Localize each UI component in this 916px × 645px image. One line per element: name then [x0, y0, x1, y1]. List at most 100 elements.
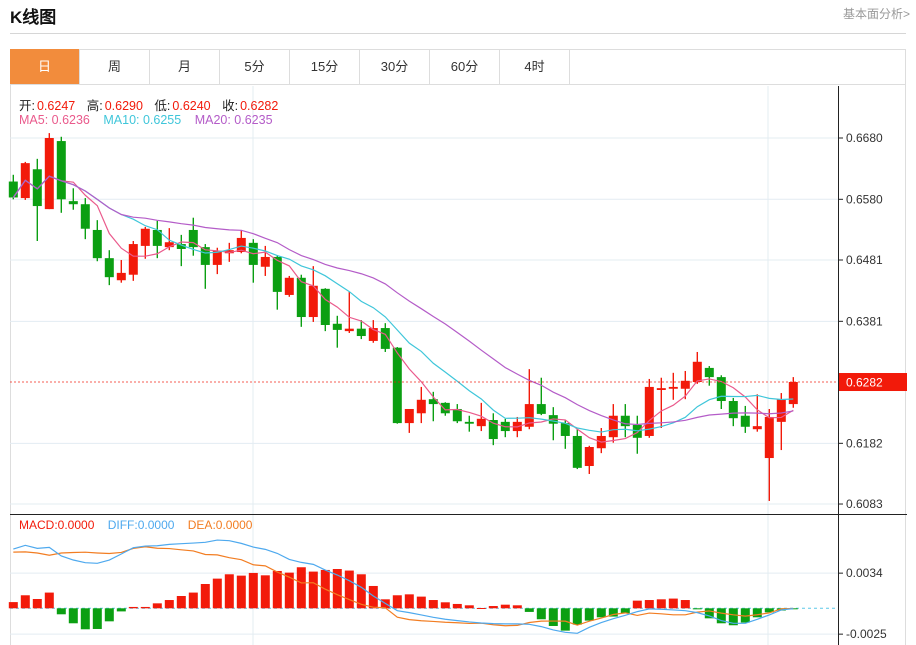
macd-bar [644, 600, 654, 609]
candle [692, 351, 702, 384]
candle [476, 402, 486, 432]
macd-bar [128, 606, 138, 609]
macd-bar [176, 595, 186, 609]
candle-body [116, 272, 126, 281]
candle [608, 404, 618, 443]
macd-bar [80, 608, 90, 630]
macd-bar [296, 567, 306, 609]
candle-body [776, 399, 786, 422]
candle [728, 397, 738, 427]
tab-15min[interactable]: 15分 [290, 49, 360, 84]
macd-bar [656, 599, 666, 609]
diff-value: DIFF:0.0000 [107, 518, 175, 532]
tab-5min[interactable]: 5分 [220, 49, 290, 84]
last-price-badge [839, 373, 907, 392]
candle [500, 418, 510, 438]
macd-bar [632, 600, 642, 609]
high-value: 0.6290 [104, 99, 143, 113]
price-tick-label: 0.6083 [846, 497, 883, 511]
candle [392, 347, 402, 424]
candle-body [332, 323, 342, 330]
macd-bar [524, 608, 534, 612]
macd-bar [584, 608, 594, 621]
candle [140, 226, 150, 259]
candle [44, 133, 54, 210]
macd-bar [464, 605, 474, 609]
candle-body [212, 250, 222, 265]
candle-body [308, 285, 318, 318]
tab-4hour[interactable]: 4时 [500, 49, 570, 84]
tab-day[interactable]: 日 [10, 49, 80, 84]
candle [344, 291, 354, 333]
candle-body [584, 447, 594, 467]
candle [668, 372, 678, 400]
macd-bar [164, 600, 174, 609]
candle-body [356, 328, 366, 337]
price-tick-label: 0.6481 [846, 253, 883, 267]
macd-bar [536, 608, 546, 620]
macd-bar [20, 595, 30, 609]
candle-body [32, 169, 42, 207]
macd-bar [236, 575, 246, 609]
ma-legend: MA5: 0.6236 MA10: 0.6255 MA20: 0.6235 [19, 113, 275, 127]
candle [524, 369, 534, 430]
candle [56, 136, 66, 213]
macd-bar [548, 608, 558, 626]
candle [656, 377, 666, 428]
candle [572, 429, 582, 470]
macd-bar [260, 575, 270, 609]
candle [488, 413, 498, 446]
macd-bar [764, 608, 774, 613]
macd-bar [608, 608, 618, 617]
candle-body [344, 328, 354, 332]
macd-bar [728, 608, 738, 626]
macd-bar [428, 600, 438, 609]
fundamental-analysis-link[interactable]: 基本面分析> [842, 7, 910, 21]
candle-body [644, 386, 654, 436]
candle [620, 404, 630, 438]
macd-tick-label: -0.0025 [846, 627, 887, 641]
candle-body [404, 408, 414, 424]
candle-body [668, 386, 678, 389]
candle-body [320, 288, 330, 325]
candle-body [740, 415, 750, 427]
candle-body [428, 399, 438, 405]
macd-bar [56, 608, 66, 615]
tab-60min[interactable]: 60分 [430, 49, 500, 84]
candle [284, 275, 294, 297]
candle-body [752, 426, 762, 430]
candle-body [728, 401, 738, 419]
candle [128, 241, 138, 281]
tab-week[interactable]: 周 [80, 49, 150, 84]
candle [296, 274, 306, 327]
macd-bar [332, 569, 342, 609]
candle-body [200, 247, 210, 265]
ma20-line [12, 175, 794, 426]
macd-bar [440, 602, 450, 609]
macd-bar [152, 603, 162, 609]
tab-30min[interactable]: 30分 [360, 49, 430, 84]
macd-bar [716, 608, 726, 624]
close-value: 0.6282 [240, 99, 279, 113]
candle [776, 393, 786, 451]
candle-body [140, 228, 150, 246]
candle [308, 266, 318, 322]
ma10-value: MA10: 0.6255 [103, 113, 182, 127]
high-label: 高: [86, 99, 103, 113]
ma20-value: MA20: 0.6235 [194, 113, 273, 127]
macd-bar [620, 608, 630, 614]
macd-bar [308, 571, 318, 609]
candle-body [680, 380, 690, 389]
candle [80, 198, 90, 240]
candle-body [464, 421, 474, 424]
candle-body [56, 141, 66, 200]
candle [176, 234, 186, 267]
low-label: 低: [154, 99, 171, 113]
candle-body [152, 229, 162, 246]
candle-body [392, 347, 402, 424]
candle-body [236, 237, 246, 253]
candle-body [488, 420, 498, 440]
tab-month[interactable]: 月 [150, 49, 220, 84]
dea-line [13, 546, 794, 627]
